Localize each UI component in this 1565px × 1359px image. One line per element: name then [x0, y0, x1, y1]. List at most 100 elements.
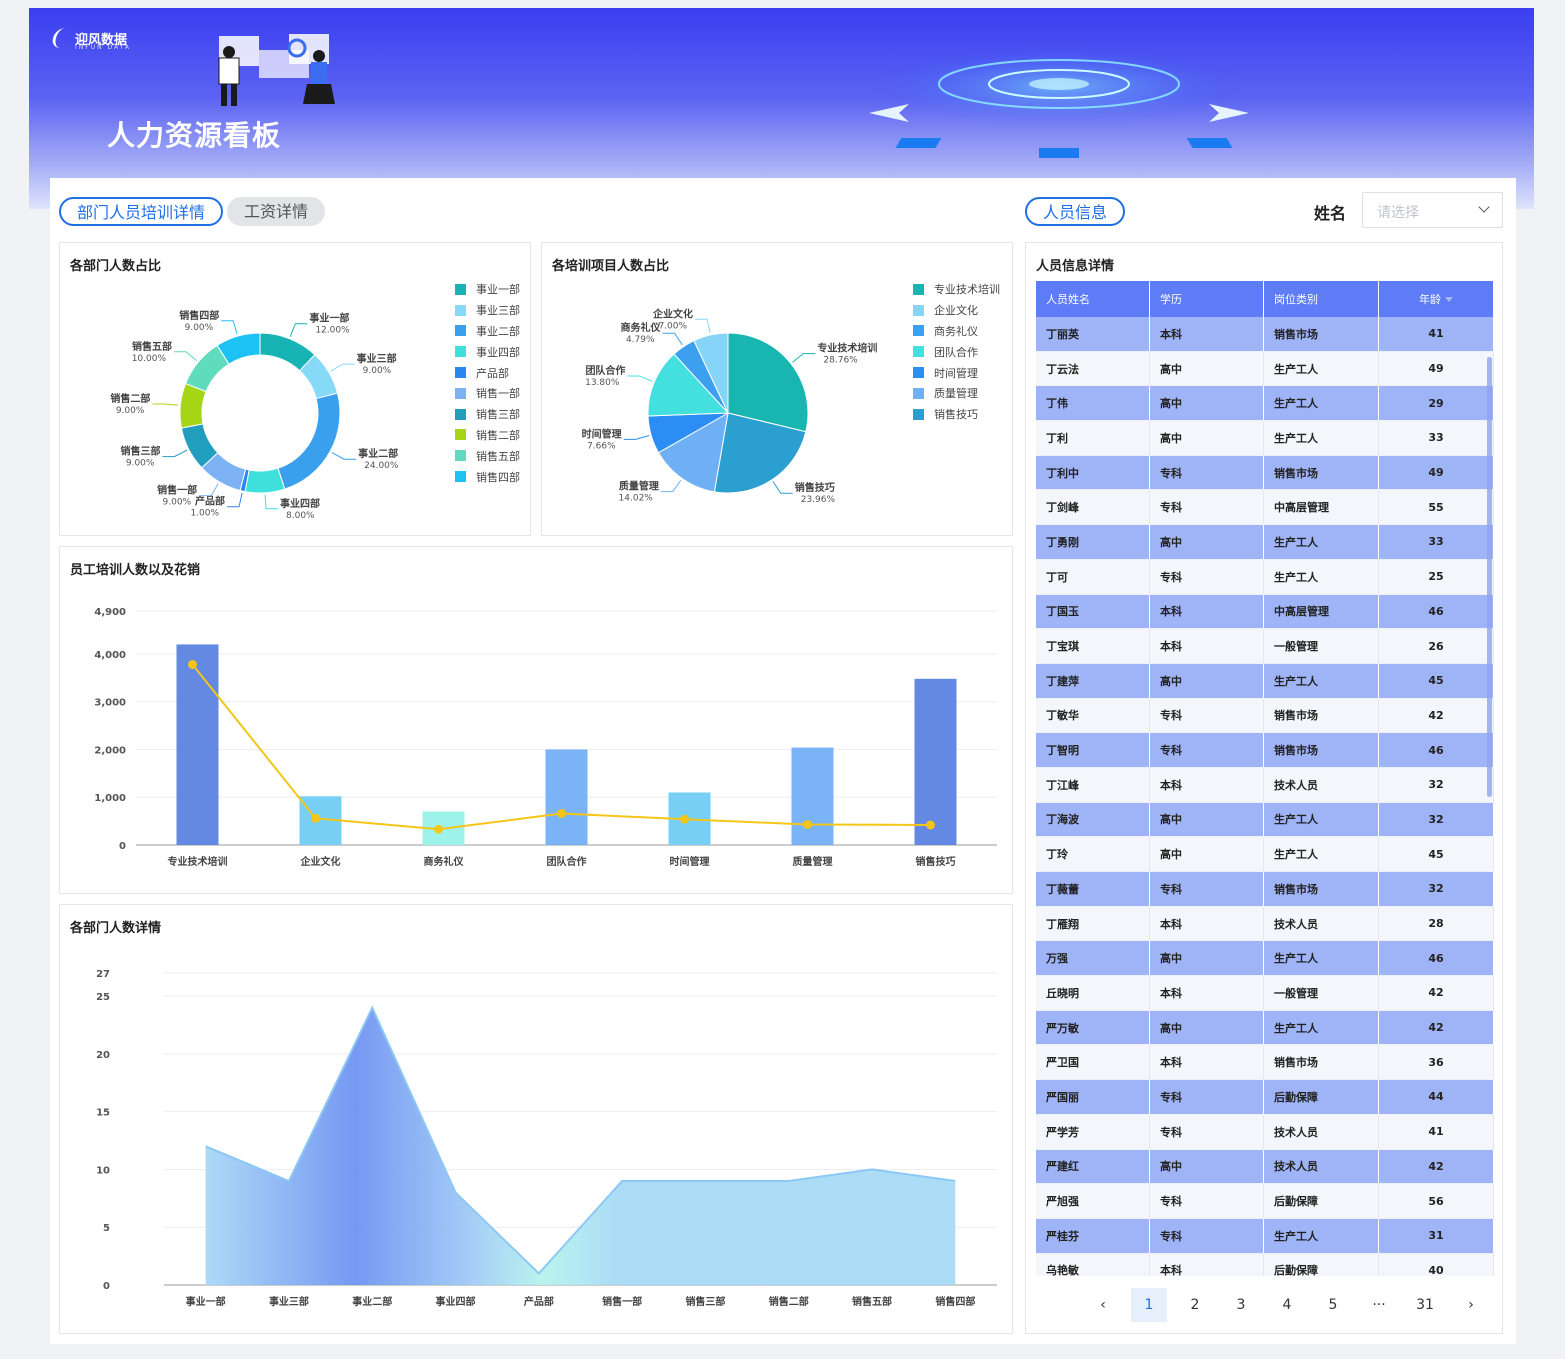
- col-header-education[interactable]: 学历: [1150, 281, 1264, 317]
- cell-name: 万强: [1036, 941, 1150, 977]
- training-legend-item[interactable]: 商务礼仪: [913, 321, 1000, 342]
- cell-age: 36: [1379, 1045, 1494, 1081]
- table-row[interactable]: 丁勇刚 高中 生产工人 33: [1036, 525, 1494, 560]
- training-legend-item[interactable]: 质量管理: [913, 383, 1000, 404]
- table-row[interactable]: 严国丽 专科 后勤保障 44: [1036, 1080, 1494, 1115]
- table-row[interactable]: 丁宝琪 本科 一般管理 26: [1036, 629, 1494, 664]
- page-number-button[interactable]: 1: [1131, 1288, 1167, 1322]
- y-tick-label: 4,000: [94, 650, 126, 661]
- table-row[interactable]: 丁玲 高中 生产工人 45: [1036, 837, 1494, 872]
- page-title: 人力资源看板: [107, 119, 282, 152]
- cell-name: 丁伟: [1036, 386, 1150, 422]
- table-row[interactable]: 丁丽英 本科 销售市场 41: [1036, 317, 1494, 352]
- name-select[interactable]: 请选择: [1362, 192, 1503, 228]
- cell-name: 丁玲: [1036, 837, 1150, 872]
- pie-slice-percent: 7.66%: [587, 441, 616, 451]
- table-row[interactable]: 丁智明 专科 销售市场 46: [1036, 733, 1494, 768]
- training-legend-item[interactable]: 销售技巧: [913, 404, 1000, 425]
- pie-slice-label: 商务礼仪: [621, 321, 662, 334]
- table-row[interactable]: 丁雁翔 本科 技术人员 28: [1036, 906, 1494, 942]
- cell-education: 高中: [1150, 837, 1264, 872]
- donut-label-line: [264, 494, 279, 510]
- table-row[interactable]: 严旭强 专科 后勤保障 56: [1036, 1184, 1494, 1219]
- table-scrollbar[interactable]: [1487, 357, 1492, 797]
- sort-caret-icon[interactable]: [1445, 296, 1453, 302]
- people-info-tab-wrap: 人员信息: [1025, 197, 1126, 226]
- dept-legend-item[interactable]: 产品部: [455, 362, 520, 383]
- line-point: [803, 819, 812, 829]
- table-row[interactable]: 丁敏华 专科 销售市场 42: [1036, 698, 1494, 734]
- table-row[interactable]: 丁薇蕾 专科 销售市场 32: [1036, 872, 1494, 907]
- cell-job: 中高层管理: [1264, 490, 1379, 526]
- training-legend-item[interactable]: 团队合作: [913, 341, 1000, 362]
- col-header-age[interactable]: 年龄: [1379, 281, 1494, 317]
- dept-legend-label: 销售三部: [476, 408, 520, 422]
- dept-legend-item[interactable]: 事业一部: [455, 279, 520, 300]
- bar: [545, 749, 588, 845]
- col-header-name[interactable]: 人员姓名: [1036, 281, 1150, 317]
- pie-slice: [657, 412, 729, 493]
- dept-legend-item[interactable]: 销售二部: [455, 425, 520, 446]
- table-row[interactable]: 丁云法 高中 生产工人 49: [1036, 351, 1494, 387]
- page-number-button[interactable]: 4: [1282, 1297, 1292, 1313]
- training-legend-item[interactable]: 时间管理: [913, 362, 1000, 383]
- cell-job: 销售市场: [1264, 317, 1379, 352]
- dept-legend-item[interactable]: 销售五部: [455, 445, 520, 466]
- dept-legend-item[interactable]: 事业二部: [455, 321, 520, 342]
- page-number-button[interactable]: 31: [1416, 1297, 1434, 1313]
- table-row[interactable]: 严万敏 高中 生产工人 42: [1036, 1010, 1494, 1046]
- training-legend-item[interactable]: 企业文化: [913, 300, 1000, 321]
- dept-legend-label: 事业三部: [476, 304, 520, 318]
- cell-education: 高中: [1150, 663, 1264, 699]
- table-row[interactable]: 万强 高中 生产工人 46: [1036, 941, 1494, 977]
- donut-slice-label: 销售三部: [120, 445, 160, 458]
- cell-name: 丁剑峰: [1036, 490, 1150, 526]
- page-number-button[interactable]: 5: [1328, 1297, 1338, 1313]
- cell-name: 丁建萍: [1036, 663, 1150, 699]
- table-row[interactable]: 丘晓明 本科 一般管理 42: [1036, 976, 1494, 1011]
- table-row[interactable]: 严学芳 专科 技术人员 41: [1036, 1114, 1494, 1150]
- page-number-button[interactable]: 3: [1236, 1297, 1246, 1313]
- page-number-button[interactable]: 2: [1190, 1297, 1200, 1313]
- table-row[interactable]: 丁剑峰 专科 中高层管理 55: [1036, 490, 1494, 526]
- next-page-button[interactable]: ›: [1468, 1297, 1474, 1313]
- cell-name: 丁利: [1036, 421, 1150, 456]
- dept-legend-item[interactable]: 事业四部: [455, 341, 520, 362]
- table-row[interactable]: 丁可 专科 生产工人 25: [1036, 559, 1494, 595]
- table-row[interactable]: 严卫国 本科 销售市场 36: [1036, 1045, 1494, 1081]
- pie-slice-percent: 13.80%: [585, 378, 620, 388]
- dept-legend-item[interactable]: 销售四部: [455, 466, 520, 487]
- tech-graphic: [869, 46, 1249, 158]
- table-row[interactable]: 丁海波 高中 生产工人 32: [1036, 802, 1494, 838]
- y-tick-label: 3,000: [94, 698, 126, 709]
- tab-training-detail[interactable]: 部门人员培训详情: [59, 197, 224, 226]
- dept-legend-item[interactable]: 销售三部: [455, 404, 520, 425]
- cell-job: 一般管理: [1264, 629, 1379, 664]
- cell-name: 丁勇刚: [1036, 525, 1150, 560]
- y-tick-label: 25: [96, 992, 110, 1003]
- pie-slice-percent: 23.96%: [801, 495, 836, 505]
- col-header-job[interactable]: 岗位类别: [1264, 281, 1379, 317]
- table-row[interactable]: 丁伟 高中 生产工人 29: [1036, 386, 1494, 422]
- table-body: 丁丽英 本科 销售市场 41 丁云法 高中 生产工人 49 丁伟 高中 生产工人 29 丁利 高中 生产工人…: [1036, 317, 1494, 1276]
- cell-age: 32: [1379, 872, 1494, 907]
- page-ellipsis[interactable]: ···: [1372, 1297, 1386, 1313]
- table-row[interactable]: 丁江峰 本科 技术人员 32: [1036, 767, 1494, 803]
- prev-page-button[interactable]: ‹: [1100, 1297, 1106, 1313]
- table-row[interactable]: 严桂芬 专科 生产工人 31: [1036, 1218, 1494, 1254]
- dept-legend-item[interactable]: 销售一部: [455, 383, 520, 404]
- table-row[interactable]: 丁建萍 高中 生产工人 45: [1036, 663, 1494, 699]
- table-row[interactable]: 严建红 高中 技术人员 42: [1036, 1149, 1494, 1185]
- x-tick-label: 事业一部: [186, 1295, 226, 1308]
- table-row[interactable]: 乌艳敏 本科 后勤保障 40: [1036, 1253, 1494, 1276]
- pie-label-line: [623, 435, 650, 440]
- dept-legend-item[interactable]: 事业三部: [455, 300, 520, 321]
- pie-label-line: [662, 332, 683, 346]
- cell-education: 高中: [1150, 525, 1264, 560]
- training-legend-item[interactable]: 专业技术培训: [913, 279, 1000, 300]
- tab-salary-detail[interactable]: 工资详情: [227, 197, 326, 226]
- table-row[interactable]: 丁国玉 本科 中高层管理 46: [1036, 594, 1494, 630]
- table-row[interactable]: 丁利 高中 生产工人 33: [1036, 421, 1494, 456]
- table-row[interactable]: 丁利中 专科 销售市场 49: [1036, 455, 1494, 491]
- tab-people-info[interactable]: 人员信息: [1025, 197, 1126, 226]
